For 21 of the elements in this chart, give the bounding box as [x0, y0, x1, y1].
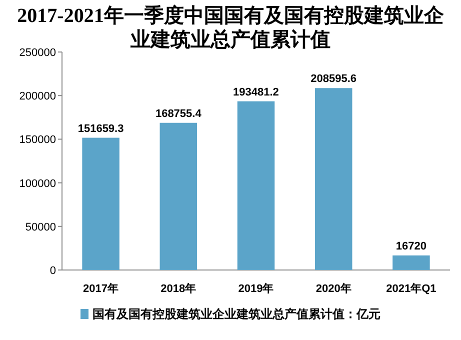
- y-tick-label: 150000: [19, 134, 56, 146]
- data-label: 151659.3: [78, 122, 124, 135]
- bar: [392, 255, 430, 270]
- data-label: 16720: [396, 240, 426, 252]
- legend-label: 国有及国有控股建筑业企业建筑业总产值累计值：亿元: [92, 307, 380, 321]
- data-label: 208595.6: [310, 73, 357, 86]
- x-tick-label: 2018年: [160, 282, 196, 295]
- y-tick-label: 200000: [19, 90, 56, 103]
- x-tick-label: 2017年: [83, 282, 119, 295]
- bar: [314, 88, 352, 270]
- data-label: 168755.4: [155, 108, 202, 120]
- y-tick-label: 0: [50, 265, 56, 277]
- bar: [82, 138, 120, 270]
- data-label: 193481.2: [233, 86, 279, 98]
- bar: [160, 122, 198, 270]
- y-tick-label: 50000: [25, 221, 56, 234]
- x-tick-label: 2020年: [316, 282, 352, 295]
- y-tick-label: 100000: [19, 178, 56, 190]
- bar: [237, 101, 275, 270]
- x-tick-label: 2019年: [238, 282, 274, 295]
- x-tick-label: 2021年Q1: [386, 282, 436, 295]
